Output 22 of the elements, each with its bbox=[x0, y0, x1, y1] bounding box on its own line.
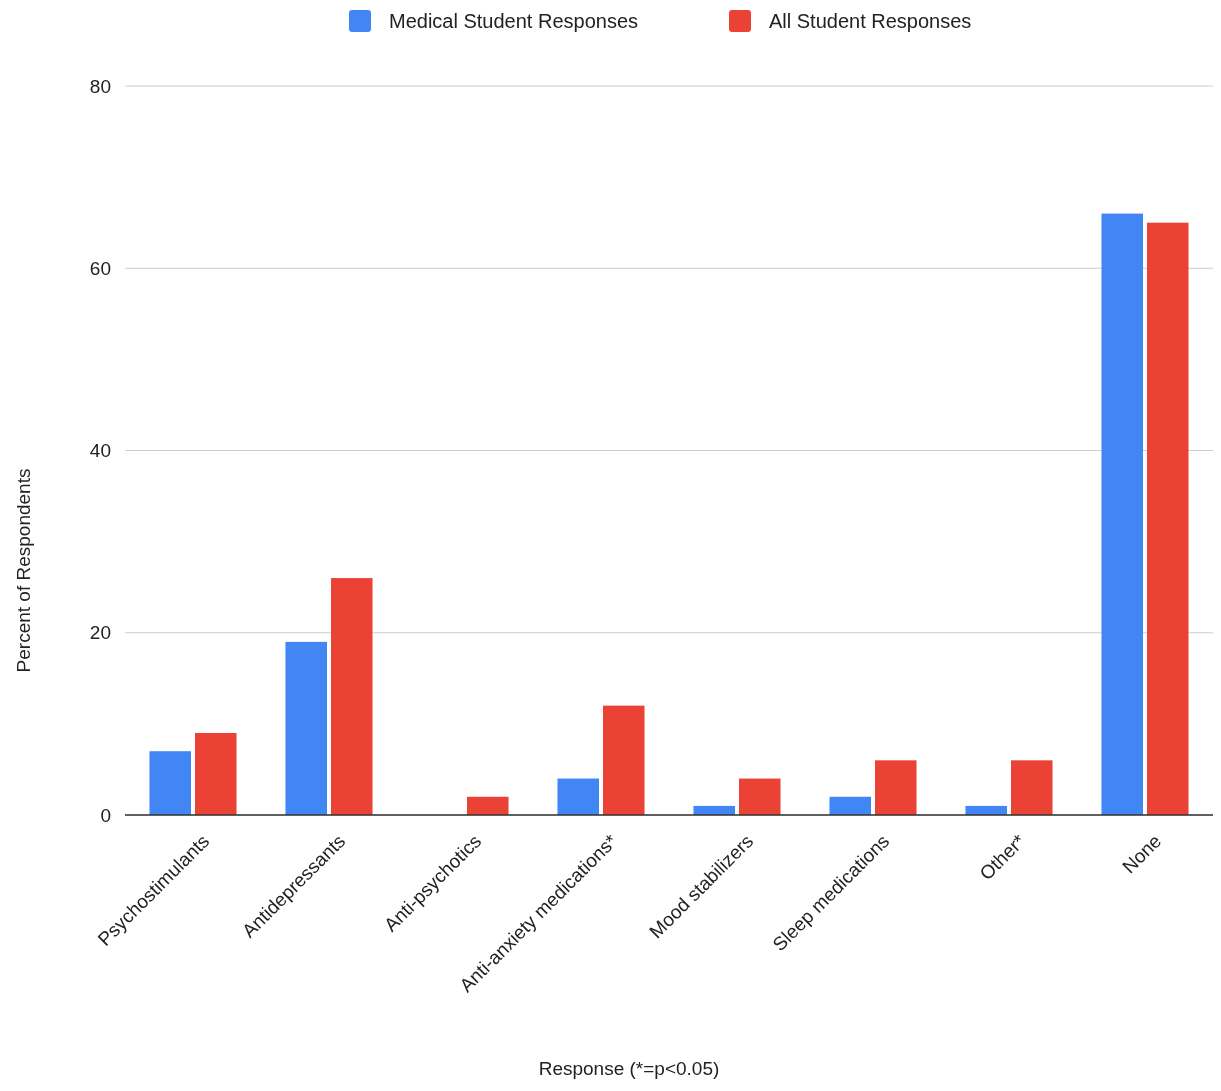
bar bbox=[1011, 760, 1053, 815]
y-tick-label: 40 bbox=[89, 440, 111, 462]
bar bbox=[603, 705, 645, 815]
bar bbox=[285, 641, 327, 815]
y-tick-label: 80 bbox=[89, 75, 111, 97]
bar bbox=[331, 578, 373, 815]
y-tick-label: 0 bbox=[100, 804, 111, 826]
bar bbox=[875, 760, 917, 815]
y-axis-title: Percent of Respondents bbox=[13, 468, 34, 673]
legend-label: All Student Responses bbox=[769, 10, 972, 32]
y-tick-label: 60 bbox=[89, 257, 111, 279]
bar bbox=[739, 778, 781, 815]
y-tick-label: 20 bbox=[89, 622, 111, 644]
bar bbox=[149, 751, 191, 815]
bar bbox=[557, 778, 599, 815]
bar bbox=[829, 796, 871, 815]
bar bbox=[1101, 213, 1143, 815]
bar bbox=[195, 732, 237, 815]
bar bbox=[1147, 222, 1189, 815]
bar bbox=[467, 796, 509, 815]
legend-label: Medical Student Responses bbox=[389, 10, 639, 32]
x-axis-title: Response (*=p<0.05) bbox=[538, 1058, 720, 1079]
